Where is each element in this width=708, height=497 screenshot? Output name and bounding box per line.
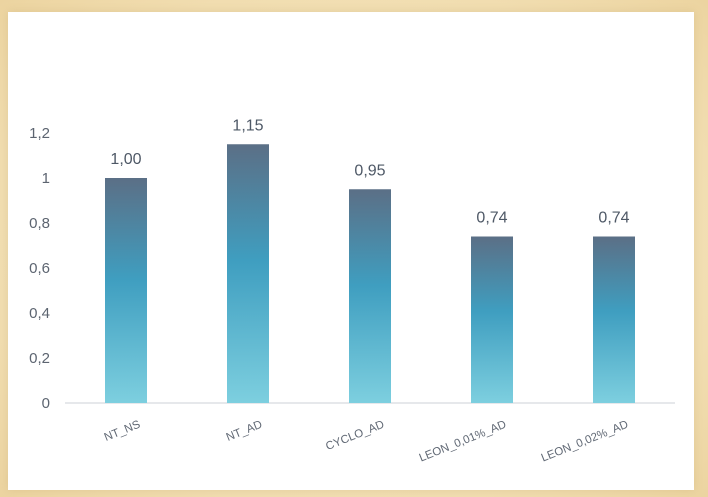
bar [471,236,513,403]
bar [227,144,269,403]
bars [105,144,635,403]
data-label: 1,15 [232,117,263,134]
data-label: 0,74 [598,210,629,227]
bar [593,236,635,403]
x-tick-label: CYCLO_AD [324,419,386,453]
bar [105,178,147,403]
bar [349,189,391,403]
y-tick-label: 0,8 [29,215,50,232]
y-tick-label: 0,2 [29,350,50,367]
y-tick-label: 0,4 [29,305,50,322]
x-tick-label: LEON_0,02%_AD [540,419,630,465]
data-labels: 1,00 1,15 0,95 0,74 0,74 [110,117,629,226]
y-tick-label: 1,2 [29,125,50,142]
data-label: 0,95 [354,162,385,179]
x-axis-labels: NT_NS NT_AD CYCLO_AD LEON_0,01%_AD LEON_0,02… [103,419,630,465]
y-tick-label: 0,6 [29,260,50,277]
y-axis-ticks: 0 0,2 0,4 0,6 0,8 1 1,2 [29,125,50,412]
data-label: 0,74 [476,210,507,227]
x-tick-label: LEON_0,01%_AD [418,419,508,465]
y-tick-label: 1 [42,170,50,187]
x-tick-label: NT_AD [225,419,264,444]
data-label: 1,00 [110,151,141,168]
y-tick-label: 0 [42,395,50,412]
x-tick-label: NT_NS [103,419,143,444]
